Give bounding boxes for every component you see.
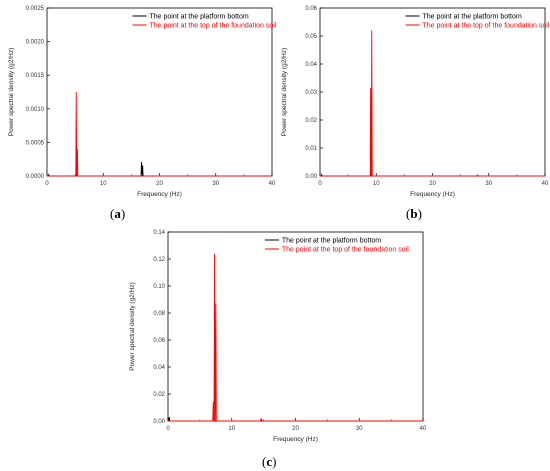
y-axis-label-b: Power spectral density (g2/Hz): [281, 48, 288, 137]
y-tick-label-b-2: 0.02: [305, 118, 317, 124]
plot-frame-a: [46, 7, 273, 177]
legend-entry-a-1: The point at the top of the foundation s…: [150, 23, 277, 30]
y-tick-label-c-7: 0.14: [153, 230, 165, 236]
y-tick-label-b-3: 0.03: [305, 90, 317, 96]
x-tick-label-c-1: 10: [228, 426, 235, 432]
y-tick-label-c-1: 0.02: [153, 392, 165, 398]
series-line-a-1: [47, 91, 272, 177]
plot-frame-b: [319, 7, 546, 177]
x-tick-label-a-4: 40: [269, 181, 276, 187]
y-axis-label-a: Power spectral density (g2/Hz): [8, 48, 15, 137]
y-tick-label-a-0: 0.0000: [26, 174, 45, 180]
y-tick-label-b-6: 0.06: [305, 6, 317, 12]
legend-entry-b-0: The point at the platform bottom: [423, 14, 522, 21]
y-tick-label-b-5: 0.05: [305, 34, 317, 40]
x-tick-label-a-3: 30: [212, 181, 219, 187]
panel-label-a: (a): [110, 206, 126, 221]
x-tick-label-c-2: 20: [292, 426, 299, 432]
y-tick-label-a-2: 0.0010: [26, 107, 45, 113]
series-line-a-0: [47, 161, 272, 177]
panel-label-c: (c): [262, 454, 277, 469]
x-tick-label-b-3: 30: [485, 181, 492, 187]
x-tick-label-a-1: 10: [100, 181, 107, 187]
x-tick-label-b-1: 10: [373, 181, 380, 187]
y-axis-label-c: Power spectral density (g2/Hz): [129, 282, 136, 371]
y-tick-label-a-5: 0.0025: [26, 6, 45, 12]
y-tick-label-c-3: 0.06: [153, 338, 165, 344]
x-tick-label-c-3: 30: [356, 426, 363, 432]
x-tick-label-a-0: 0: [45, 181, 49, 187]
y-tick-label-b-0: 0.00: [305, 174, 317, 180]
series-line-b-1: [320, 30, 545, 177]
plot-frame-c: [167, 231, 424, 422]
x-axis-label-c: Frequency (Hz): [273, 436, 318, 443]
y-tick-label-c-4: 0.08: [153, 311, 165, 317]
y-tick-label-b-4: 0.04: [305, 62, 317, 68]
series-line-c-1: [168, 253, 423, 422]
y-tick-label-c-5: 0.10: [153, 284, 165, 290]
x-tick-label-c-0: 0: [166, 426, 170, 432]
x-tick-label-b-4: 40: [542, 181, 549, 187]
legend-entry-c-1: The point at the top of the foundation s…: [282, 247, 409, 254]
panel-label-b: (b): [406, 206, 422, 221]
y-tick-label-c-2: 0.04: [153, 365, 165, 371]
legend-entry-b-1: The point at the top of the foundation s…: [423, 23, 550, 30]
legend-entry-c-0: The point at the platform bottom: [282, 238, 381, 245]
y-tick-label-b-1: 0.01: [305, 146, 317, 152]
x-axis-label-b: Frequency (Hz): [410, 191, 455, 198]
y-tick-label-c-6: 0.12: [153, 257, 165, 263]
y-tick-label-a-4: 0.0020: [26, 40, 45, 46]
x-tick-label-c-4: 40: [420, 426, 427, 432]
x-tick-label-a-2: 20: [156, 181, 163, 187]
legend-entry-a-0: The point at the platform bottom: [150, 14, 249, 21]
x-tick-label-b-0: 0: [318, 181, 322, 187]
x-axis-label-a: Frequency (Hz): [137, 191, 182, 198]
y-tick-label-c-0: 0.00: [153, 419, 165, 425]
y-tick-label-a-1: 0.0005: [26, 140, 45, 146]
y-tick-label-a-3: 0.0015: [26, 73, 45, 79]
x-tick-label-b-2: 20: [429, 181, 436, 187]
